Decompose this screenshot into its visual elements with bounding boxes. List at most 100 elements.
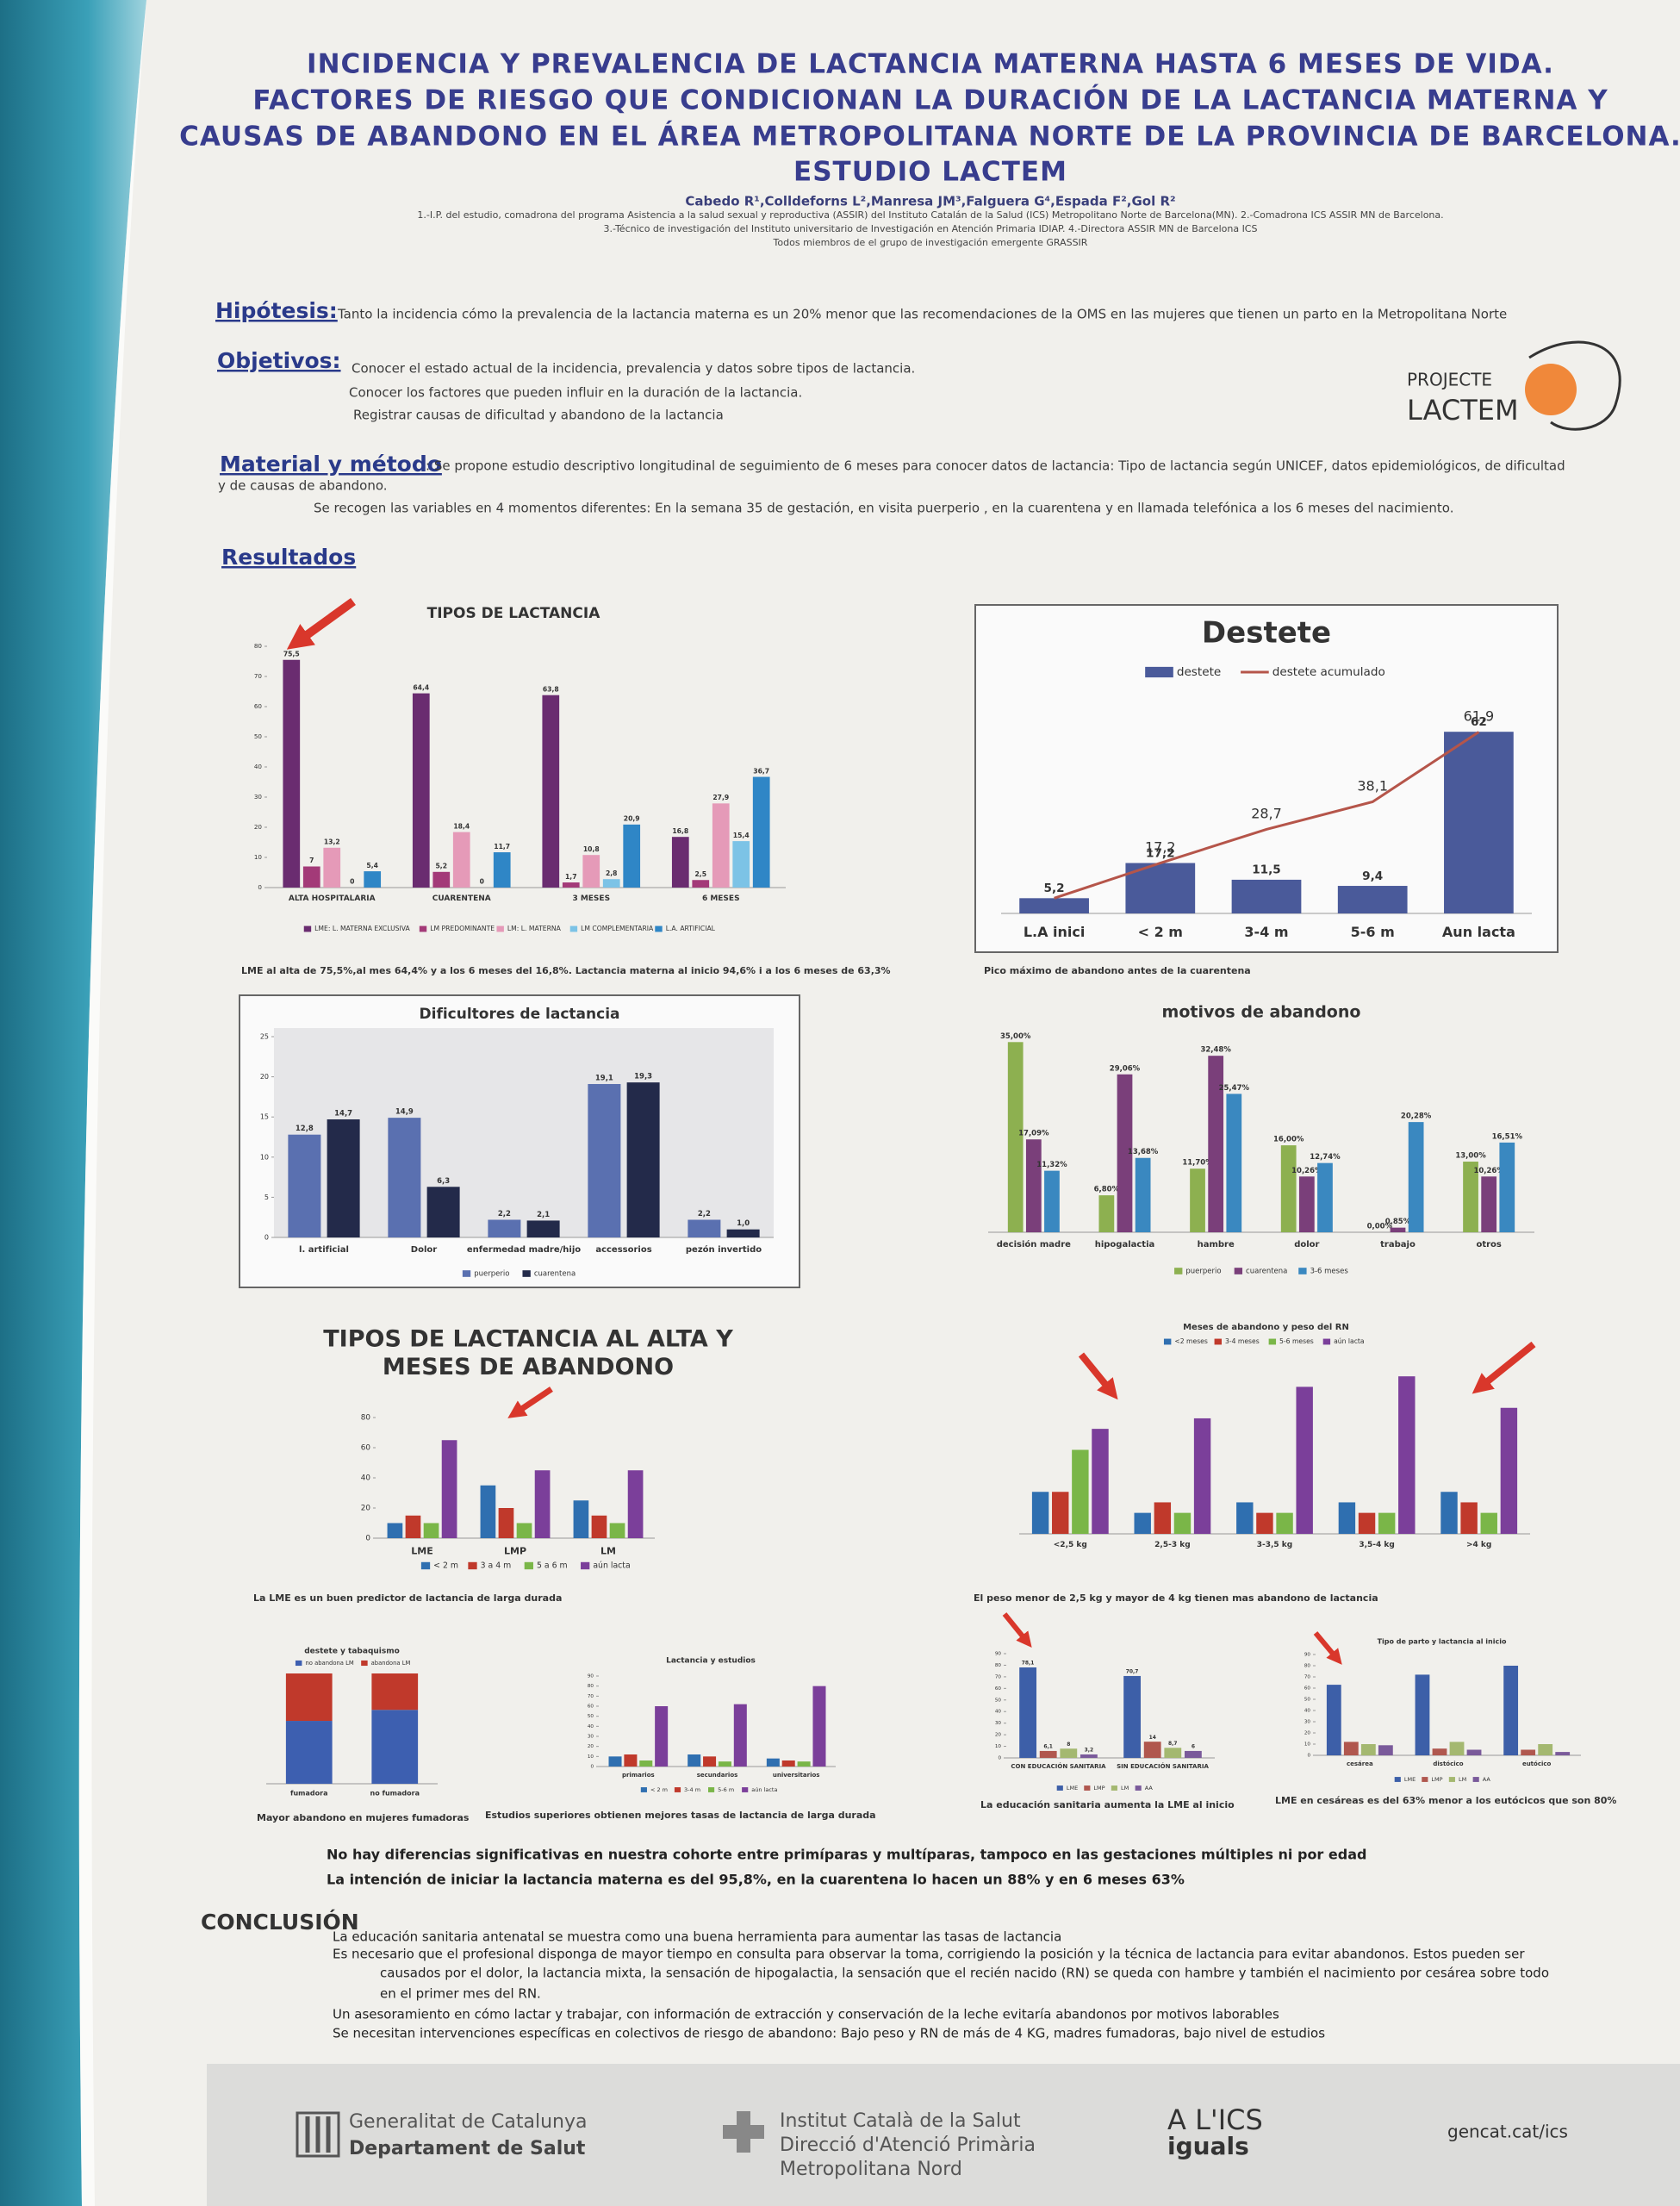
x-tick-label: 6 MESES (702, 894, 740, 903)
chart-caption: La LME es un buen predictor de lactancia… (253, 1592, 562, 1604)
bar (623, 824, 641, 888)
y-tick-label: 20 (588, 1744, 594, 1749)
value-label: 10,8 (583, 845, 600, 853)
value-label: 3,2 (1085, 1748, 1094, 1754)
value-label: 16,00% (1273, 1136, 1304, 1144)
y-tick-label: 80 (361, 1414, 371, 1423)
x-tick-label: accessorios (595, 1245, 651, 1255)
bar (752, 776, 770, 888)
value-label: 12,8 (296, 1125, 314, 1133)
method-text: Se recogen las variables en 4 momentos d… (314, 501, 1453, 516)
chart-title: Lactancia y estudios (666, 1657, 756, 1666)
bar (608, 1756, 622, 1767)
bar (1154, 1502, 1172, 1534)
conclusion-line: causados por el dolor, la lactancia mixt… (380, 1966, 1549, 1981)
side-band (0, 0, 146, 2206)
legend-swatch (1145, 666, 1173, 678)
bar (1432, 1748, 1447, 1755)
footer-text: iguals (1167, 2132, 1249, 2160)
bar (626, 1082, 660, 1237)
y-tick-label: 20 (995, 1733, 1002, 1738)
bar (1444, 732, 1514, 913)
legend-swatch (742, 1787, 749, 1792)
bar (1280, 1145, 1297, 1232)
bar (1343, 1742, 1359, 1755)
x-tick-label: cesárea (1347, 1760, 1373, 1767)
legend-label: destete acumulado (1272, 665, 1385, 679)
bar (562, 882, 580, 888)
chart-title: TIPOS DE LACTANCIA (427, 605, 601, 622)
conclusion-line: Un asesoramiento en cómo lactar y trabaj… (333, 2007, 1279, 2022)
legend-swatch (1268, 1338, 1277, 1345)
conclusion-line: La educación sanitaria antenatal se mues… (333, 1929, 1061, 1945)
bar (688, 1219, 721, 1237)
logo-curve (1528, 340, 1621, 431)
bar (480, 1485, 496, 1538)
legend-label: AA (1145, 1785, 1154, 1792)
legend-swatch (640, 1787, 647, 1792)
value-label: 7 (309, 857, 314, 864)
bar (327, 1119, 360, 1237)
x-tick-label: Dolor (411, 1245, 437, 1255)
legend-label: 3-4 meses (1225, 1337, 1260, 1345)
bar (1298, 1176, 1315, 1232)
value-label: 0,00% (1367, 1223, 1393, 1231)
y-tick-label: 70 (254, 672, 263, 680)
legend-swatch (295, 1660, 302, 1667)
bar (1080, 1754, 1098, 1758)
bar (1007, 1042, 1024, 1232)
value-label: 0 (350, 878, 354, 886)
bar (1052, 1492, 1069, 1534)
legend-label: L.A. ARTIFICIAL (666, 925, 716, 932)
footer-text: Departament de Salut (349, 2138, 586, 2159)
x-tick-label: LM (600, 1545, 616, 1556)
value-label: 70,7 (1126, 1669, 1139, 1675)
bar (1317, 1162, 1333, 1232)
value-label: 27,9 (712, 794, 729, 801)
value-label: 61,9 (1464, 707, 1495, 724)
bar (1360, 1744, 1376, 1755)
legend-swatch (1163, 1338, 1172, 1345)
value-label: 20,9 (624, 815, 640, 823)
bar (733, 1704, 747, 1767)
value-label: 11,7 (494, 843, 510, 851)
x-tick-label: universitarios (773, 1772, 820, 1779)
value-label: 16,51% (1492, 1132, 1523, 1141)
conclusion-line: Se necesitan intervenciones específicas … (333, 2026, 1325, 2041)
x-tick-label: enfermedad madre/hijo (467, 1245, 581, 1255)
bar (1337, 886, 1408, 913)
legend-label: LMP (1431, 1776, 1442, 1783)
bar (1123, 1675, 1142, 1758)
x-tick-label: Aun lacta (1442, 924, 1515, 940)
value-label: 17,09% (1018, 1130, 1049, 1138)
bar (423, 1523, 439, 1538)
bar (1117, 1074, 1133, 1232)
y-tick-label: 20 (260, 1073, 269, 1081)
bar (516, 1523, 532, 1538)
value-label: 75,5 (283, 650, 300, 657)
value-label: 0,85% (1385, 1218, 1411, 1226)
bar (1019, 898, 1089, 913)
note: La intención de iniciar la lactancia mat… (327, 1872, 1185, 1888)
y-tick-label: 30 (588, 1735, 594, 1740)
value-label: 32,48% (1200, 1046, 1231, 1055)
y-tick-label: 50 (254, 732, 263, 740)
bar (542, 695, 560, 888)
legend-label: < 2 m (433, 1561, 458, 1571)
value-label: 28,7 (1251, 805, 1282, 821)
y-tick-label: 60 (995, 1686, 1002, 1692)
bar (488, 1219, 521, 1237)
y-tick-label: 20 (254, 823, 263, 831)
value-label: 35,00% (1000, 1032, 1031, 1041)
legend-label: 3-6 meses (1310, 1268, 1349, 1276)
y-tick-label: 0 (1307, 1754, 1310, 1759)
x-tick-label: distócico (1433, 1760, 1463, 1767)
y-tick-label: 90 (995, 1652, 1002, 1657)
legend-swatch (1322, 1338, 1331, 1345)
x-tick-label: LME (411, 1545, 432, 1556)
y-tick-label: 30 (254, 793, 263, 801)
bar (302, 866, 320, 888)
x-tick-label: ALTA HOSPITALARIA (289, 894, 376, 903)
value-label: 5,4 (366, 862, 378, 869)
bar (1092, 1429, 1109, 1534)
